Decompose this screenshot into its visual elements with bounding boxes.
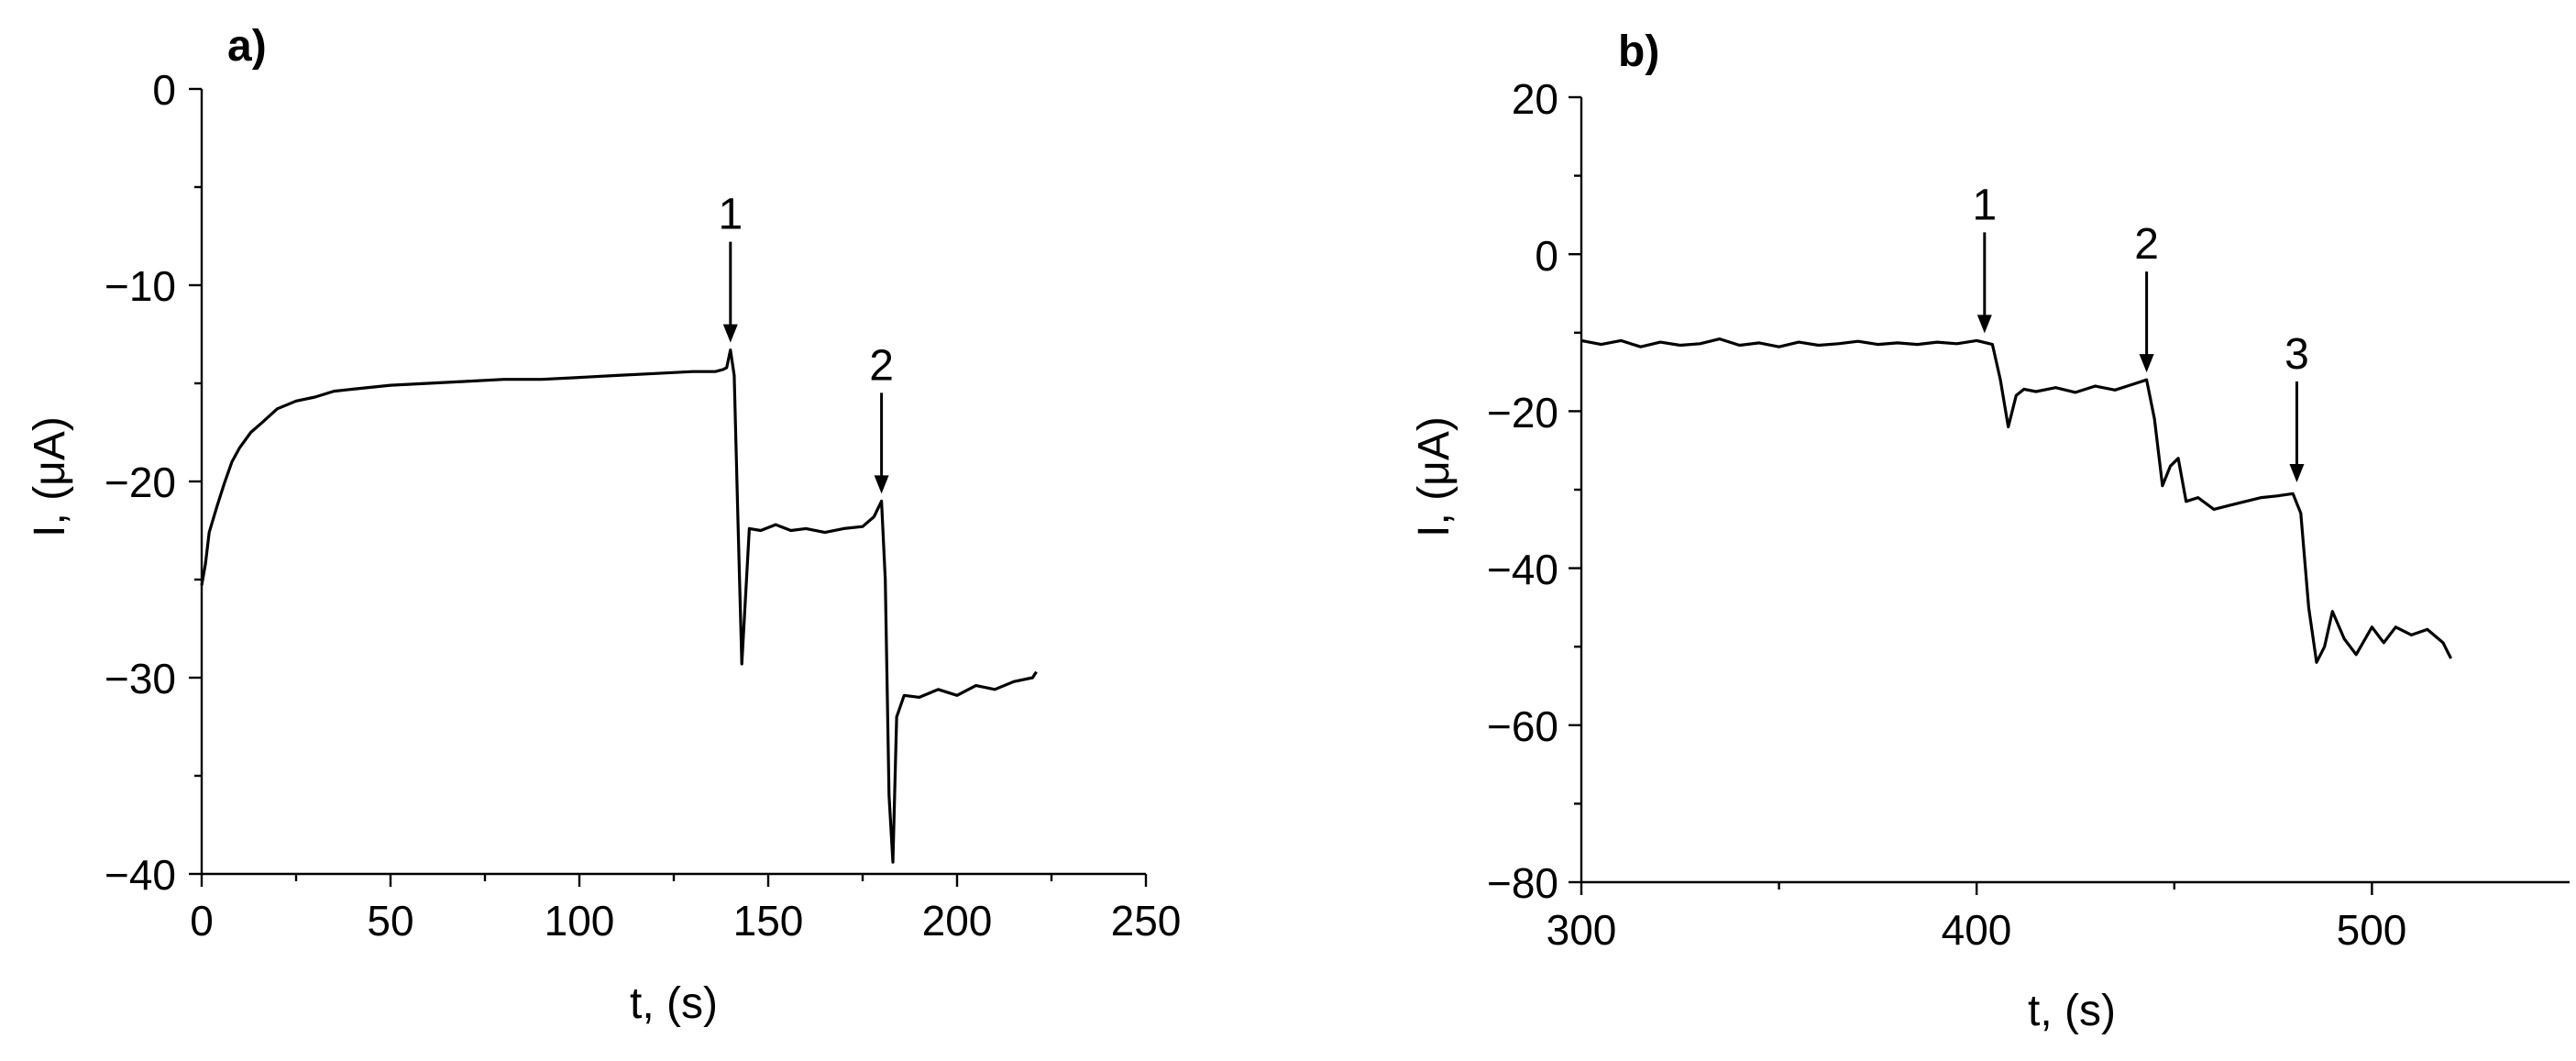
annotation-arrow-head — [722, 324, 738, 343]
y-tick-label: −30 — [105, 655, 176, 702]
x-tick-label: 200 — [922, 897, 993, 945]
y-tick-labels-a: 0 −10 −20 −30 −40 — [105, 66, 176, 899]
y-tick-label: −10 — [105, 262, 176, 310]
x-tick-label: 400 — [1942, 906, 2012, 954]
x-tick-label: 500 — [2337, 906, 2407, 954]
annotation-arrow-head — [1976, 315, 1992, 334]
x-tick-labels-a: 0 50 100 150 200 250 — [190, 897, 1181, 945]
y-tick-label: −20 — [105, 459, 176, 506]
y-tick-label: −60 — [1487, 702, 1558, 750]
x-tick-label: 250 — [1111, 897, 1182, 945]
y-tick-label: −40 — [1487, 546, 1558, 593]
y-tick-label: 0 — [1535, 232, 1558, 280]
chart-panel-b: b) 20 0 −20 −40 −60 −80 300 400 500 t, (… — [1410, 28, 2570, 1035]
y-axis-label-a: I, (μA) — [26, 416, 74, 537]
y-tick-label: 20 — [1512, 75, 1558, 123]
annotation-label: 2 — [2134, 220, 2159, 269]
annotation-arrow-head — [2139, 354, 2154, 373]
y-tick-label: −80 — [1487, 859, 1558, 907]
annotation-label: 1 — [1972, 181, 1997, 229]
panel-label-a: a) — [227, 22, 267, 71]
y-tick-label: −40 — [105, 851, 176, 899]
annotation-label: 2 — [869, 341, 894, 390]
y-tick-labels-b: 20 0 −20 −40 −60 −80 — [1487, 75, 1558, 907]
x-tick-label: 300 — [1547, 906, 1617, 954]
x-axis-label-b: t, (s) — [2028, 987, 2116, 1035]
series-line — [200, 348, 1038, 864]
x-tick-label: 0 — [190, 897, 214, 945]
x-tick-label: 100 — [545, 897, 615, 945]
y-tick-label: −20 — [1487, 389, 1558, 437]
annotation-label: 3 — [2284, 330, 2309, 379]
x-axis-label-a: t, (s) — [630, 979, 718, 1028]
x-tick-label: 150 — [733, 897, 804, 945]
panel-label-b: b) — [1618, 28, 1659, 76]
annotation-label: 1 — [718, 191, 743, 239]
y-tick-label: 0 — [152, 66, 176, 114]
x-tick-label: 50 — [367, 897, 413, 945]
annotation-arrow-head — [2289, 464, 2305, 482]
x-tick-labels-b: 300 400 500 — [1547, 906, 2407, 954]
annotation-arrow-head — [874, 475, 889, 494]
chart-panel-a: a) 0 −10 −20 −30 −40 0 50 100 150 200 25… — [26, 22, 1181, 1028]
y-axis-label-b: I, (μA) — [1410, 416, 1459, 537]
series-line — [1580, 337, 2453, 664]
